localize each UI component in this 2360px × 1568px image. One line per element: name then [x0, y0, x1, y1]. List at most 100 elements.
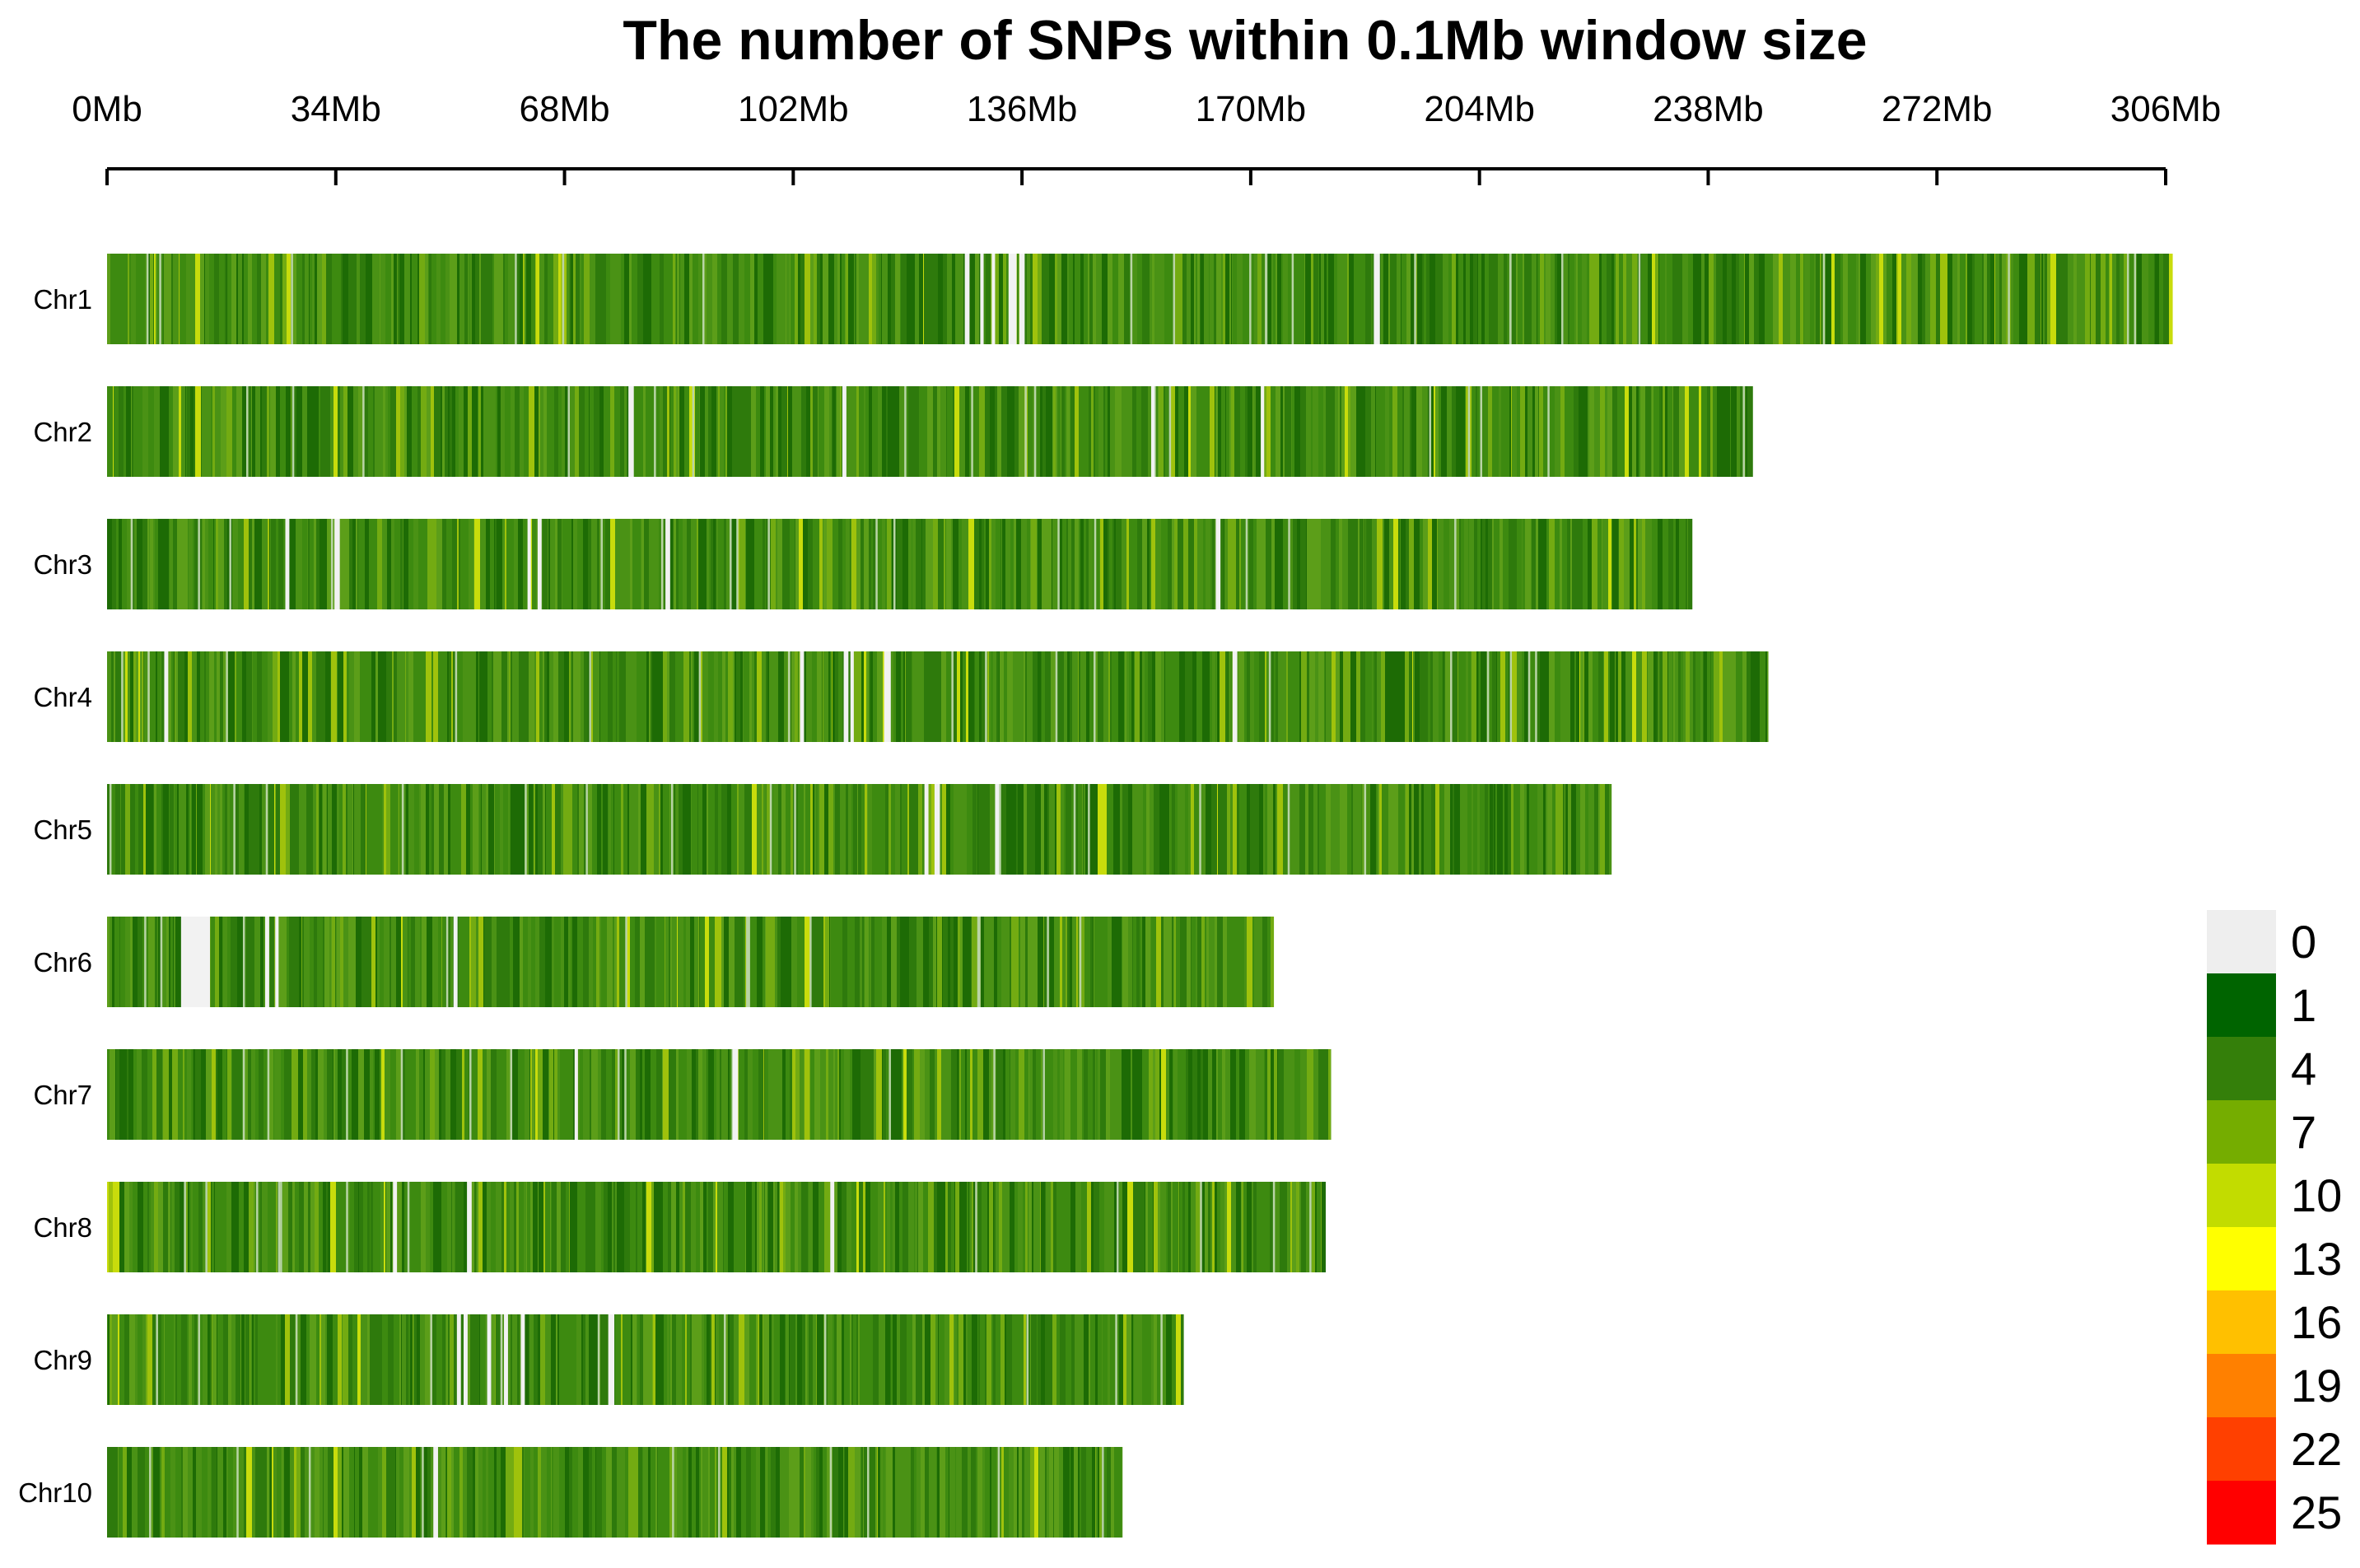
snp-window-empty [433, 1447, 438, 1538]
snp-window [1313, 254, 1319, 344]
snp-window [252, 519, 255, 609]
snp-window [907, 254, 911, 344]
snp-window [1353, 519, 1359, 609]
snp-window [664, 254, 665, 344]
snp-window [912, 1049, 915, 1140]
snp-window [1224, 1182, 1228, 1272]
snp-window [149, 1182, 152, 1272]
snp-window [1231, 1182, 1237, 1272]
snp-window [125, 917, 127, 1007]
snp-window [1294, 1049, 1301, 1140]
snp-window [739, 1049, 745, 1140]
snp-window [708, 1182, 714, 1272]
snp-window [1655, 254, 1659, 344]
snp-window [370, 1182, 371, 1272]
snp-window [1438, 519, 1444, 609]
snp-window [2154, 254, 2156, 344]
snp-window [789, 1314, 791, 1405]
snp-window [408, 1314, 411, 1405]
snp-window [726, 519, 732, 609]
snp-window [302, 784, 307, 875]
snp-window [1433, 651, 1439, 742]
snp-window [454, 784, 457, 875]
snp-window [742, 386, 747, 477]
snp-window [865, 917, 870, 1007]
snp-window [310, 1182, 315, 1272]
snp-window-low [1102, 1447, 1104, 1538]
snp-window [203, 1182, 207, 1272]
snp-window [685, 1314, 688, 1405]
snp-window [244, 1314, 245, 1405]
snp-window [485, 1314, 488, 1405]
snp-window [422, 917, 427, 1007]
snp-window [227, 917, 231, 1007]
chromosome-bars: Chr1Chr2Chr3Chr4Chr5Chr6Chr7Chr8Chr9Chr1… [18, 254, 2173, 1538]
snp-window [882, 917, 888, 1007]
snp-window [715, 917, 717, 1007]
snp-window [474, 519, 481, 609]
snp-window [366, 917, 372, 1007]
snp-window [1307, 651, 1310, 742]
snp-window [522, 1447, 525, 1538]
snp-window [1014, 1182, 1019, 1272]
snp-window [2019, 254, 2023, 344]
snp-window [126, 386, 132, 477]
snp-window [166, 254, 172, 344]
snp-window [829, 386, 833, 477]
snp-window [833, 1447, 839, 1538]
snp-window [960, 917, 963, 1007]
snp-window [196, 1447, 203, 1538]
snp-window [1707, 386, 1711, 477]
snp-window [1370, 784, 1377, 875]
snp-window [143, 1447, 146, 1538]
snp-window [1114, 1447, 1117, 1538]
snp-window [1638, 519, 1643, 609]
snp-window [1037, 519, 1038, 609]
snp-window [1540, 651, 1545, 742]
snp-window [890, 1314, 892, 1405]
snp-window [192, 1314, 195, 1405]
snp-window [239, 1447, 245, 1538]
snp-window-low [1486, 651, 1490, 742]
snp-window [184, 1182, 189, 1272]
snp-window-low [769, 784, 772, 875]
snp-window [1296, 1182, 1300, 1272]
snp-window-empty [665, 519, 670, 609]
snp-window [255, 1447, 262, 1538]
snp-window [452, 386, 456, 477]
snp-window-low [291, 254, 293, 344]
snp-window [1456, 254, 1459, 344]
snp-window [568, 1049, 574, 1140]
snp-window-low [422, 1447, 424, 1538]
snp-window [1057, 1049, 1061, 1140]
snp-window [733, 651, 735, 742]
snp-window [1531, 519, 1532, 609]
snp-window-empty [504, 1314, 508, 1405]
snp-window [888, 254, 892, 344]
snp-window [461, 784, 467, 875]
snp-window [1178, 784, 1183, 875]
snp-window [771, 519, 777, 609]
snp-window-low [1454, 519, 1457, 609]
snp-window [236, 386, 243, 477]
snp-window [855, 917, 861, 1007]
snp-window [1999, 254, 2003, 344]
snp-window [327, 519, 333, 609]
snp-window [365, 1049, 371, 1140]
snp-window [773, 784, 779, 875]
snp-window [478, 917, 484, 1007]
snp-window-empty [1150, 386, 1155, 477]
snp-window [933, 917, 937, 1007]
snp-window [501, 1447, 506, 1538]
snp-window [1000, 254, 1004, 344]
snp-window [323, 519, 328, 609]
snp-window [527, 1182, 531, 1272]
snp-window [138, 1447, 144, 1538]
snp-window [687, 1049, 693, 1140]
snp-window [1084, 1049, 1089, 1140]
snp-window [343, 386, 348, 477]
snp-window [174, 386, 180, 477]
snp-window [1417, 254, 1423, 344]
snp-window [529, 1049, 531, 1140]
snp-window [223, 1314, 229, 1405]
